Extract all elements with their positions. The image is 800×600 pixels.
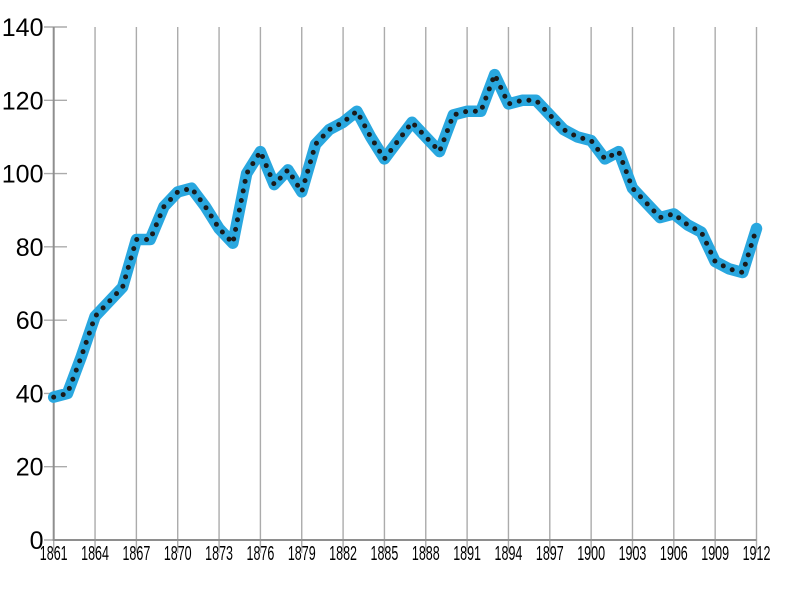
x-tick-label-1903: 1903 — [619, 542, 647, 565]
y-tick-label-40: 40 — [16, 380, 44, 408]
x-tick-label-1891: 1891 — [453, 542, 481, 565]
x-tick-label-1882: 1882 — [329, 542, 357, 565]
x-tick-label-1888: 1888 — [412, 542, 440, 565]
data-series-line — [47, 68, 763, 403]
x-tick-label-1861: 1861 — [40, 542, 68, 565]
data-series-dot-markers — [51, 72, 759, 400]
x-tick-label-1894: 1894 — [495, 542, 523, 565]
x-tick-label-1897: 1897 — [536, 542, 564, 565]
y-tick-label-20: 20 — [16, 454, 44, 482]
x-tick-label-1885: 1885 — [371, 542, 399, 565]
y-tick-label-60: 60 — [16, 307, 44, 335]
x-tick-label-1873: 1873 — [205, 542, 233, 565]
x-tick-label-1912: 1912 — [743, 542, 771, 565]
y-tick-label-120: 120 — [2, 87, 44, 115]
x-tick-label-1909: 1909 — [701, 542, 729, 565]
y-tick-label-140: 140 — [2, 14, 44, 42]
y-tick-label-80: 80 — [16, 234, 44, 262]
x-tick-label-1879: 1879 — [288, 542, 316, 565]
x-tick-label-1867: 1867 — [122, 542, 150, 565]
x-tick-label-1876: 1876 — [247, 542, 275, 565]
x-tick-label-1906: 1906 — [660, 542, 688, 565]
x-tick-label-1864: 1864 — [81, 542, 109, 565]
x-tick-label-1900: 1900 — [577, 542, 605, 565]
y-tick-label-0: 0 — [30, 527, 44, 555]
y-tick-label-100: 100 — [2, 161, 44, 189]
x-tick-label-1870: 1870 — [164, 542, 192, 565]
